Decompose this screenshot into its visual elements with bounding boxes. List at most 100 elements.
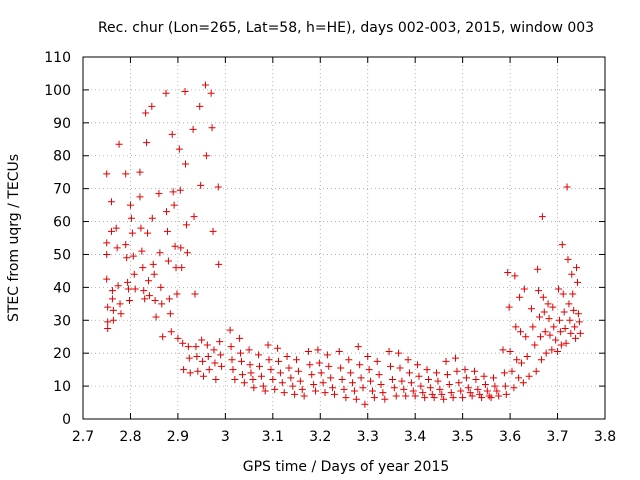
data-point <box>447 389 455 397</box>
data-point <box>104 325 112 332</box>
data-point <box>569 290 577 298</box>
data-point <box>145 292 153 300</box>
data-point <box>116 300 124 308</box>
data-point <box>175 145 183 153</box>
data-point <box>211 359 219 367</box>
data-point <box>519 379 527 387</box>
data-point <box>317 369 325 377</box>
data-point <box>280 389 288 397</box>
data-point <box>568 270 576 278</box>
data-point <box>510 384 518 392</box>
data-point <box>453 367 461 375</box>
data-point <box>122 241 130 249</box>
data-point <box>540 308 548 316</box>
data-point <box>191 290 199 298</box>
data-point <box>534 265 542 273</box>
data-point <box>565 300 573 308</box>
data-point <box>208 124 216 132</box>
data-point <box>563 183 571 191</box>
data-point <box>423 366 431 374</box>
data-point <box>361 400 369 408</box>
data-point <box>449 394 457 402</box>
data-point <box>314 346 322 354</box>
data-point <box>122 170 130 178</box>
data-point <box>407 379 415 387</box>
data-point <box>434 377 442 385</box>
data-point <box>293 356 301 364</box>
y-tick-label: 30 <box>53 313 71 329</box>
data-point <box>198 336 206 344</box>
data-point <box>189 125 197 133</box>
data-point <box>291 390 299 398</box>
data-point <box>538 213 546 221</box>
data-point <box>404 356 412 364</box>
data-point <box>548 346 556 354</box>
data-point <box>210 346 218 354</box>
data-point <box>117 310 125 318</box>
data-point <box>236 334 244 342</box>
grid <box>82 56 606 420</box>
data-point <box>442 357 450 365</box>
data-point <box>203 341 211 349</box>
y-tick-label: 20 <box>53 346 71 362</box>
data-point <box>327 374 335 382</box>
data-point <box>452 354 460 362</box>
data-point <box>550 323 558 331</box>
data-point <box>466 389 474 397</box>
data-point <box>265 356 273 364</box>
data-point <box>112 224 120 232</box>
data-point <box>136 168 144 176</box>
data-point <box>158 300 166 308</box>
chart-title: Rec. chur (Lon=265, Lat=58, h=HE), days … <box>98 20 594 36</box>
data-point <box>278 379 286 387</box>
x-tick-label: 3.1 <box>262 429 284 445</box>
data-point <box>576 329 584 337</box>
data-point <box>345 356 353 364</box>
data-point <box>182 221 190 229</box>
y-tick-label: 0 <box>62 412 71 428</box>
data-point <box>564 255 572 263</box>
data-point <box>337 364 345 372</box>
data-point <box>177 244 185 252</box>
data-point <box>159 333 167 341</box>
data-point <box>340 385 348 393</box>
y-tick-label: 10 <box>53 379 71 395</box>
data-point <box>176 186 184 194</box>
data-point <box>520 285 528 293</box>
data-point <box>573 264 581 272</box>
data-point <box>140 287 148 295</box>
x-tick-label: 3.5 <box>452 429 474 445</box>
data-point <box>271 385 279 393</box>
data-point <box>539 293 547 301</box>
data-point <box>525 372 533 380</box>
data-point <box>400 385 408 393</box>
data-point <box>103 275 111 283</box>
data-point <box>505 303 513 311</box>
data-point <box>419 389 427 397</box>
data-point <box>349 379 357 387</box>
data-point <box>294 367 302 375</box>
data-point <box>180 366 188 374</box>
data-point <box>171 242 179 250</box>
data-point <box>557 341 565 349</box>
data-point <box>571 323 579 331</box>
data-point <box>535 287 543 295</box>
data-point <box>107 227 115 235</box>
data-point <box>440 395 448 403</box>
data-point <box>558 241 566 249</box>
data-point <box>182 160 190 168</box>
data-point <box>385 348 393 356</box>
data-point <box>517 359 525 367</box>
data-point <box>516 293 524 301</box>
data-point <box>536 313 544 321</box>
data-point <box>229 366 237 374</box>
data-point <box>168 130 176 138</box>
data-point <box>566 316 574 324</box>
data-point <box>331 390 339 398</box>
data-point <box>126 201 134 209</box>
data-point <box>560 308 568 316</box>
data-point <box>103 239 111 247</box>
data-point <box>163 227 171 235</box>
data-point <box>107 198 115 206</box>
data-point <box>409 387 417 395</box>
